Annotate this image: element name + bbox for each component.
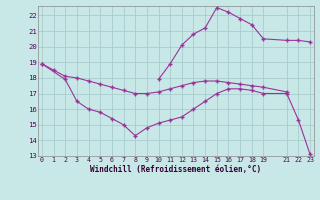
X-axis label: Windchill (Refroidissement éolien,°C): Windchill (Refroidissement éolien,°C) <box>91 165 261 174</box>
